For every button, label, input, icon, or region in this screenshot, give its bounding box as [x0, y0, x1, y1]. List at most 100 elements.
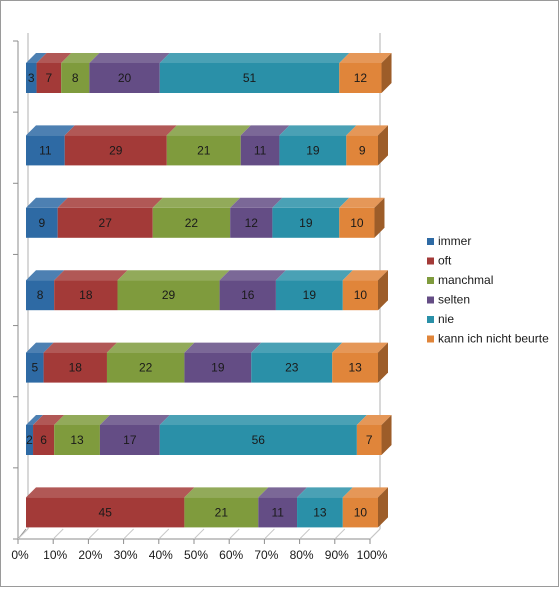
data-label: 17 [123, 433, 137, 447]
bar-segment [26, 207, 58, 238]
bar-top-selten [240, 125, 290, 136]
x-tick-label: 40% [149, 548, 173, 562]
bar-segment [159, 63, 340, 93]
bar-top-manchmal [117, 270, 230, 281]
bar-segment [342, 280, 378, 311]
bar-segment [26, 280, 55, 311]
bar-segment [339, 63, 382, 93]
bar-top-oft [64, 125, 177, 136]
bar-segment [184, 352, 252, 383]
bar-segment [36, 63, 62, 93]
bar-segment [219, 280, 276, 311]
bar-top-selten [89, 53, 170, 63]
legend-label: immer [438, 234, 471, 248]
bar-top-immer [26, 197, 68, 208]
data-label: 11 [39, 143, 52, 157]
bar-segment [159, 425, 357, 455]
bar-top-nie [159, 415, 367, 425]
bar-top-nie [251, 342, 343, 353]
data-label: 13 [70, 433, 84, 447]
bar-segment [258, 497, 298, 528]
x-tick-label: 70% [254, 548, 278, 562]
bar-segment [279, 135, 347, 166]
bar-top-nie [159, 53, 350, 63]
bar-segment [152, 207, 231, 238]
bar-top-oft [33, 415, 65, 425]
bar-segment [184, 497, 259, 528]
bar-top-manchmal [106, 342, 195, 353]
bar-segment [356, 425, 382, 455]
data-label: 5 [31, 361, 38, 375]
bar-segment [251, 352, 333, 383]
data-label: 19 [299, 216, 313, 230]
bar-top-oft [36, 53, 72, 63]
bar-segment [297, 497, 343, 528]
bar-top-nie [272, 197, 350, 208]
bar-segment [54, 425, 100, 455]
data-label: 11 [271, 505, 284, 519]
data-label: 27 [99, 216, 113, 230]
bar-segment [339, 207, 375, 238]
bar-side-face [378, 342, 388, 383]
data-label: 45 [99, 505, 113, 519]
bar-top-manchmal [184, 487, 269, 498]
legend-label: nie [438, 312, 454, 326]
legend-swatch [427, 277, 434, 284]
legend-label: oft [438, 254, 452, 268]
bar-segment [61, 63, 90, 93]
bar-side-face [381, 415, 392, 455]
legend-swatch [427, 238, 434, 245]
x-tick-label: 10% [43, 548, 67, 562]
bar-top-nie [275, 270, 353, 281]
bar-segment [26, 352, 44, 383]
bar-side-face [381, 53, 392, 93]
bar-segment [272, 207, 340, 238]
x-tick-label: 30% [114, 548, 138, 562]
bar-segment [342, 497, 378, 528]
data-label: 19 [303, 288, 317, 302]
bar-segment [54, 280, 118, 311]
data-label: 11 [254, 143, 267, 157]
data-label: 7 [366, 433, 373, 447]
data-label: 18 [69, 361, 83, 375]
bar-segment [43, 352, 107, 383]
data-label: 6 [40, 433, 47, 447]
data-label: 10 [350, 216, 364, 230]
legend-swatch [427, 335, 434, 343]
bar-top-selten [184, 342, 262, 353]
legend-swatch [427, 316, 434, 323]
x-tick-label: 90% [325, 548, 349, 562]
floor-grid-line [299, 528, 310, 540]
data-label: 19 [211, 361, 225, 375]
bar-top-kann-ich-nicht-beurte [342, 270, 388, 281]
floor-grid-line [264, 528, 275, 540]
data-label: 9 [359, 143, 366, 157]
data-label: 10 [354, 288, 368, 302]
legend-label: kann ich nicht beurte [438, 332, 549, 346]
data-label: 23 [285, 361, 299, 375]
data-label: 56 [252, 433, 266, 447]
data-label: 8 [72, 71, 79, 85]
data-label: 13 [348, 361, 362, 375]
bar-top-oft [26, 487, 195, 498]
x-tick-label: 20% [78, 548, 102, 562]
bar-segment [89, 63, 160, 93]
bar-top-nie [297, 487, 353, 498]
data-label: 12 [354, 71, 368, 85]
data-label: 2 [26, 433, 33, 447]
bar-top-selten [258, 487, 308, 498]
data-label: 12 [245, 216, 259, 230]
bar-top-immer [26, 270, 65, 281]
bar-top-kann-ich-nicht-beurte [339, 53, 392, 63]
data-label: 29 [109, 143, 123, 157]
floor-grid-line [52, 528, 64, 540]
bar-top-manchmal [61, 53, 100, 63]
bar-top-selten [219, 270, 286, 281]
data-label: 7 [46, 71, 53, 85]
x-axis-ticks: 0% 10% 20% 30% 40% 50% 60% 70% 80% 90% 100% [11, 548, 387, 562]
bar-top-kann-ich-nicht-beurte [342, 487, 388, 498]
floor-grid-line [369, 528, 381, 540]
chart-bars [26, 53, 392, 528]
